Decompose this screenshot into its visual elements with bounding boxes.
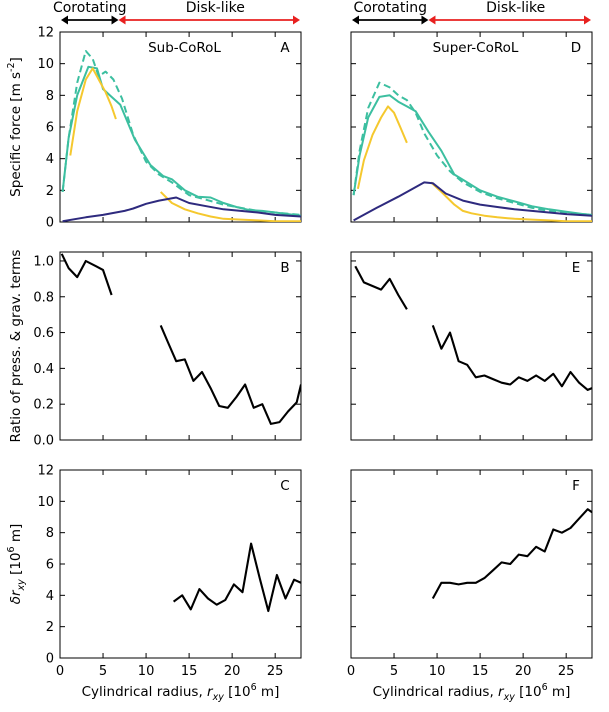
panel-c-ytick-label-0: 0: [46, 652, 54, 667]
panel-d-series-yellow-outer: [430, 181, 592, 222]
region-arrows: [61, 15, 591, 25]
column-title-2: Super-CoRoL: [433, 40, 519, 56]
panel-e-series-ratio-outer: [431, 325, 592, 391]
panel-a-ytick-label-8: 8: [46, 89, 54, 104]
panel-c-xtick-label-15: 15: [181, 664, 198, 679]
panel-a-series-yellow-outer: [159, 191, 301, 222]
panel-f-letter: F: [572, 478, 580, 494]
disk-like-arrowhead-right: [293, 15, 300, 25]
panel-c-ytick-label-8: 8: [46, 526, 54, 541]
xlabel-col-1: Cylindrical radius, rxy [106 m]: [82, 682, 280, 703]
panel-b-ytick-label-0.4: 0.4: [33, 362, 54, 377]
panel-c-ytick-label-4: 4: [46, 589, 54, 604]
panel-c-xtick-label-5: 5: [99, 664, 107, 679]
panel-c-ytick-label-2: 2: [46, 620, 54, 635]
panel-c-xtick-label-0: 0: [56, 664, 64, 679]
panel-e-series-ratio-inner: [354, 265, 408, 310]
panel-b-ytick-label-0: 0.0: [33, 434, 54, 449]
column-title-1: Sub-CoRoL: [148, 40, 221, 56]
panel-c-xtick-label-20: 20: [224, 664, 241, 679]
ylabel-row-2: Ratio of press. & grav. terms: [8, 250, 24, 443]
panel-b-ytick-label-1: 1.0: [33, 254, 54, 269]
corotating-label: Corotating: [353, 0, 427, 16]
panel-c-xtick-label-25: 25: [267, 664, 284, 679]
panel-b-letter: B: [280, 260, 289, 276]
panel-f-xtick-label-25: 25: [558, 664, 575, 679]
panel-d-frame: [350, 31, 593, 223]
panel-e-frame: [350, 251, 593, 441]
disk-like-arrowhead-left: [118, 15, 126, 25]
panel-d-series-teal-solid: [352, 94, 592, 216]
panel-f-xtick-label-15: 15: [472, 664, 489, 679]
ylabel-row-1: Specific force [m s-2]: [6, 57, 24, 197]
panel-f-xtick-label-20: 20: [515, 664, 532, 679]
disk-like-label: Disk-like: [186, 0, 245, 16]
panel-c-xtick-label-10: 10: [138, 664, 155, 679]
panel-b-series-ratio-inner: [60, 253, 113, 296]
axes-layer: [59, 31, 593, 659]
panel-c-letter: C: [280, 478, 289, 494]
panel-b-series-ratio-outer: [159, 324, 301, 425]
panel-a-ytick-label-2: 2: [46, 184, 54, 199]
panel-a-series-navy: [62, 196, 301, 222]
panel-a-series-yellow-inner: [69, 67, 117, 156]
panel-b-ytick-label-0.6: 0.6: [33, 326, 54, 341]
xlabel-col-2: Cylindrical radius, rxy [106 m]: [373, 682, 571, 703]
disk-like-arrowhead-left: [428, 15, 436, 25]
disk-like-arrowhead-right: [584, 15, 591, 25]
panel-d-letter: D: [571, 40, 581, 56]
panel-d-series-teal-dashed: [352, 81, 592, 216]
panel-b-ytick-label-0.8: 0.8: [33, 290, 54, 305]
corotating-label: Corotating: [53, 0, 127, 16]
panel-a-ytick-label-4: 4: [46, 152, 54, 167]
panel-c-ytick-label-10: 10: [37, 495, 54, 510]
panel-f-xtick-label-0: 0: [347, 664, 355, 679]
panel-a-ytick-label-6: 6: [46, 121, 54, 136]
text-layer: Corotating Disk-like 0 2 4 6 8 10 12 A Sub-CoRoL 0.…: [6, 0, 581, 703]
panel-a-ytick-label-12: 12: [37, 26, 54, 41]
panel-e-letter: E: [572, 260, 581, 276]
corotating-arrowhead-right: [421, 15, 429, 25]
panel-a-ytick-label-0: 0: [46, 216, 54, 231]
panel-a-series-teal-dashed: [61, 50, 301, 216]
panel-a-series-teal-solid: [61, 65, 301, 217]
panel-c-ytick-label-12: 12: [37, 464, 54, 479]
panel-c-frame: [59, 469, 302, 659]
panel-a-frame: [59, 31, 302, 223]
panel-c-series-delta: [172, 542, 301, 613]
panel-f-xtick-label-10: 10: [429, 664, 446, 679]
disk-like-label: Disk-like: [486, 0, 545, 16]
panel-a-letter: A: [280, 40, 290, 56]
corotating-arrowhead-left: [352, 15, 359, 25]
panel-d-series-navy: [353, 181, 592, 222]
panel-f-frame: [350, 469, 593, 659]
panel-f-xtick-label-5: 5: [390, 664, 398, 679]
corotating-arrowhead-right: [111, 15, 119, 25]
panel-a-ytick-label-10: 10: [37, 57, 54, 72]
corotating-arrowhead-left: [61, 15, 68, 25]
panel-f-series-delta: [431, 508, 592, 600]
series-layer: [60, 50, 592, 613]
panel-b-frame: [59, 251, 302, 441]
panel-d-series-yellow-inner: [356, 105, 408, 190]
panel-c-ytick-label-6: 6: [46, 558, 54, 573]
ylabel-row-3: δrxy [106 m]: [6, 524, 27, 605]
panel-b-ytick-label-0.2: 0.2: [33, 398, 54, 413]
